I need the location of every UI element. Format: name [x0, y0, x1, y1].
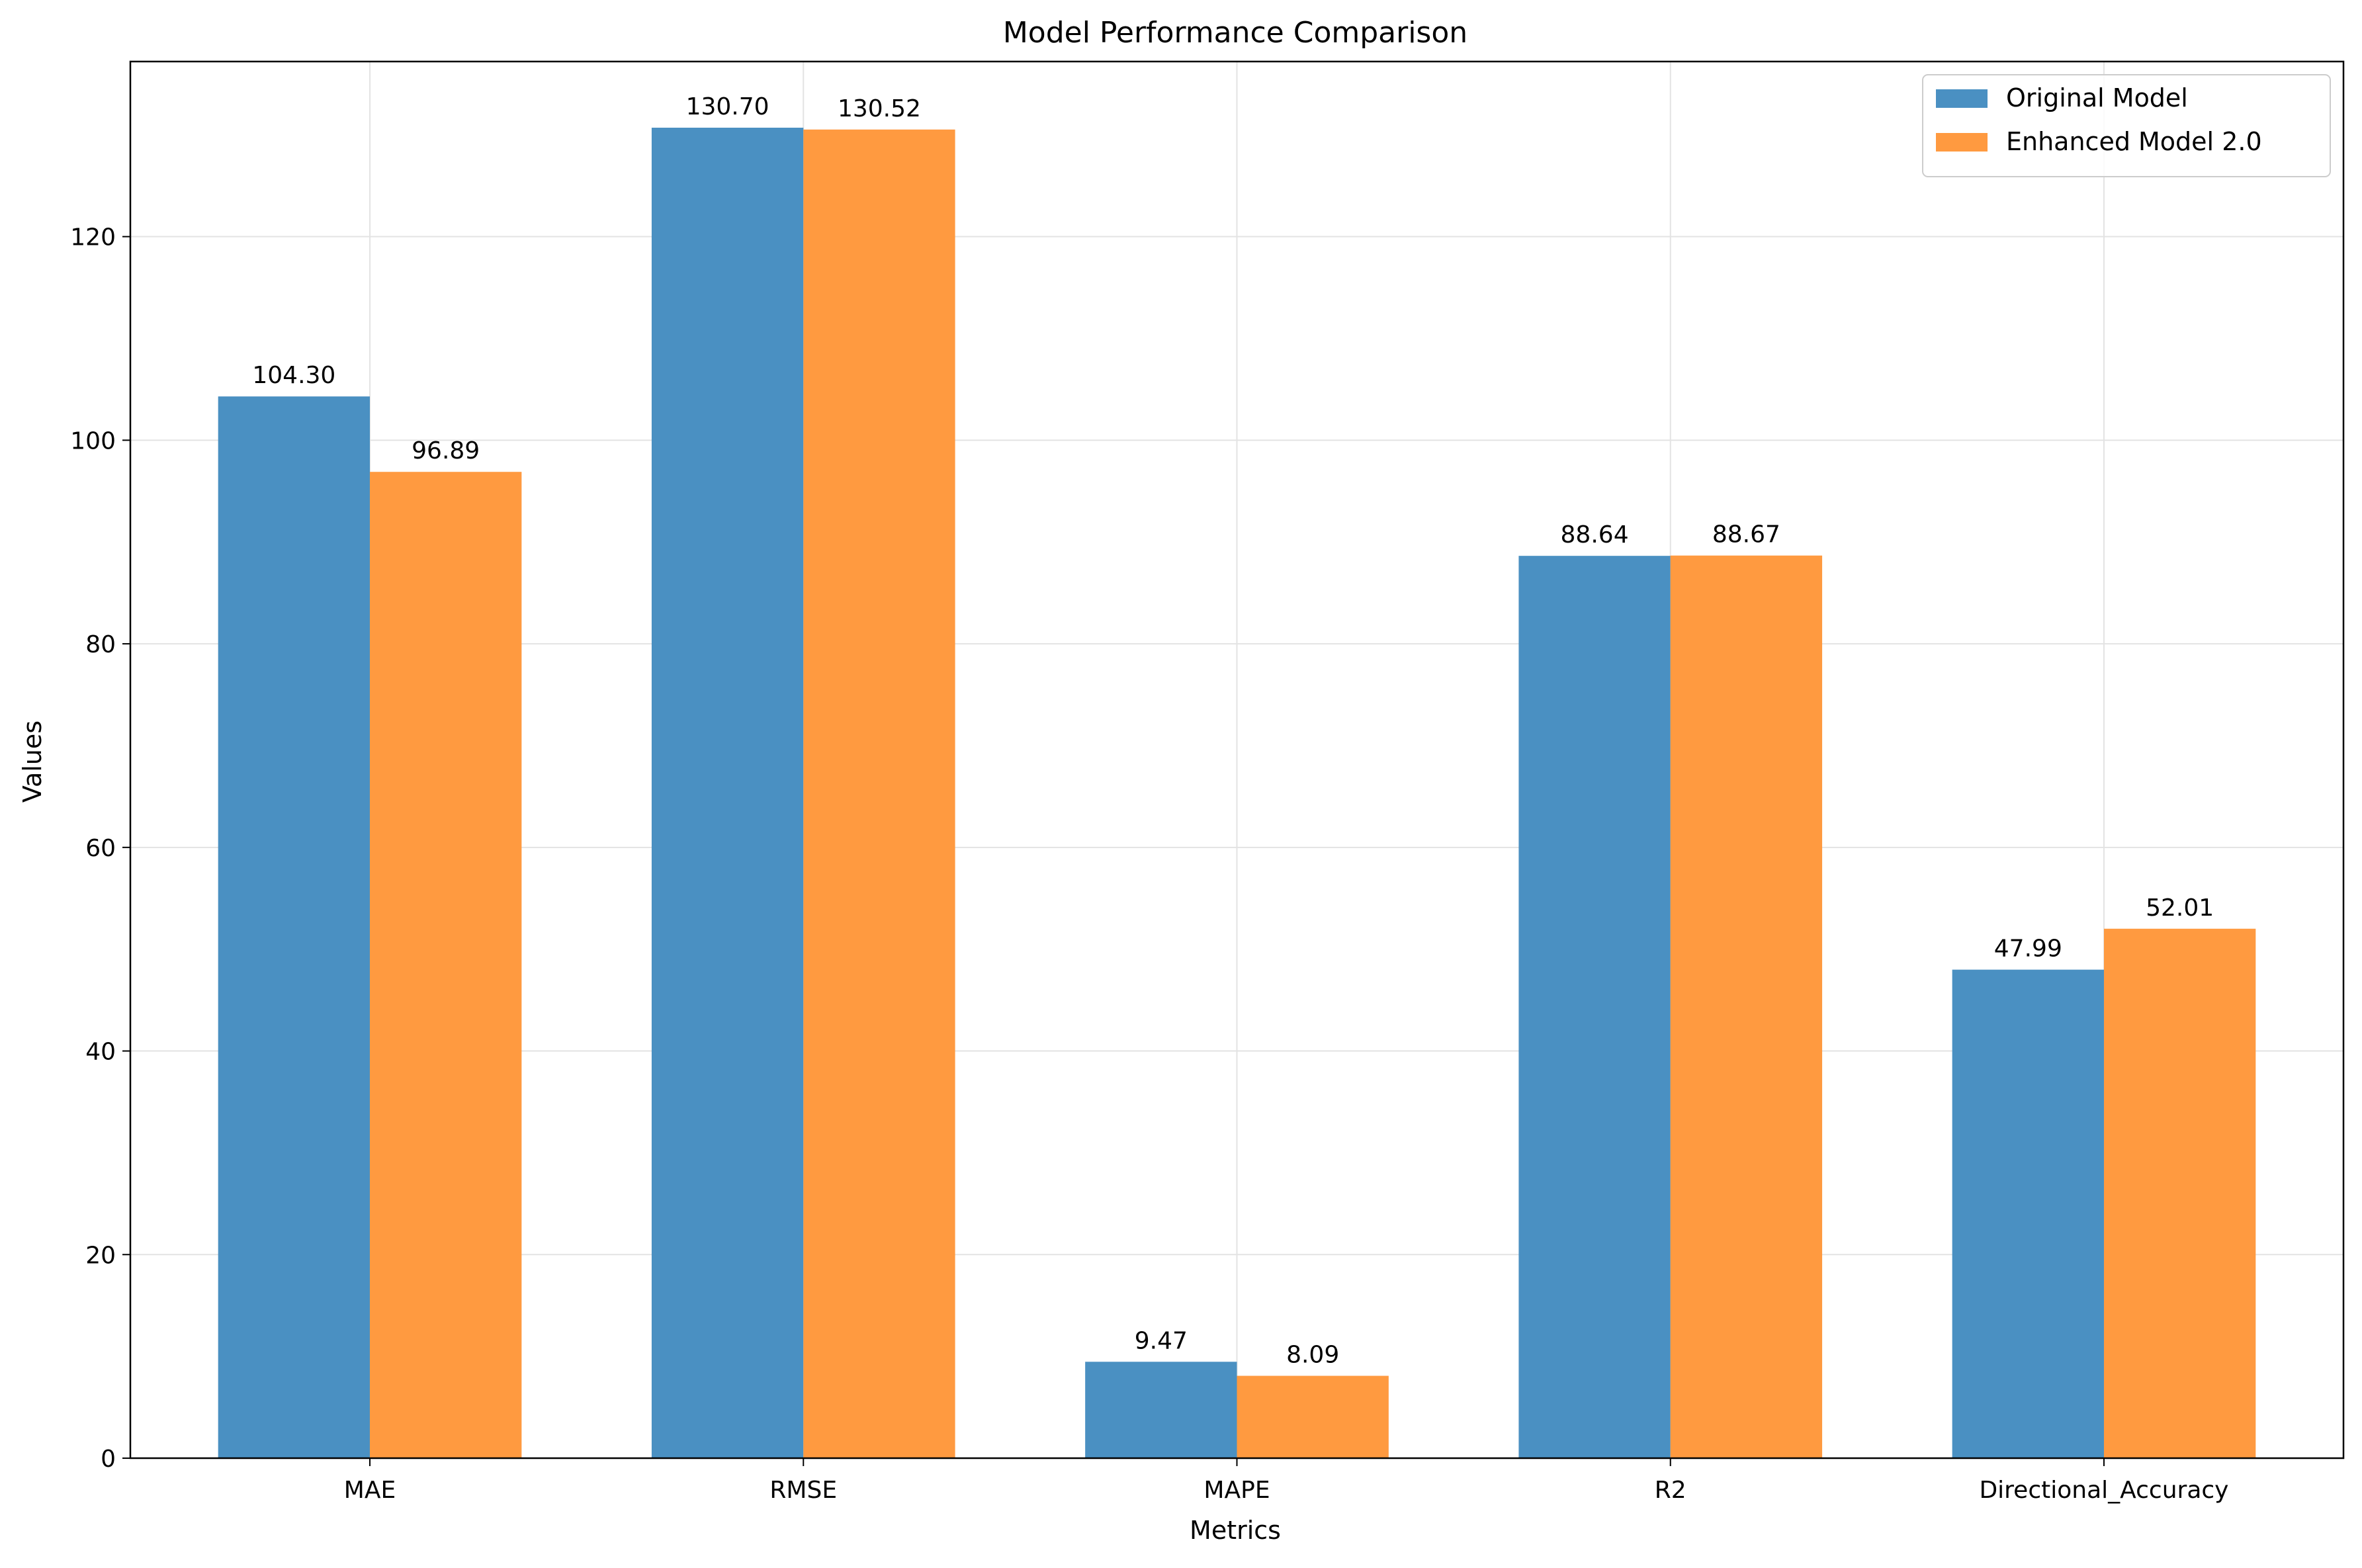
bar-original-r2 [1518, 556, 1671, 1458]
bar-value-label: 104.30 [252, 362, 335, 389]
x-tick-label: MAPE [1203, 1477, 1270, 1504]
chart-title: Model Performance Comparison [1003, 16, 1467, 50]
y-tick-label: 120 [70, 224, 116, 251]
bar-value-label: 96.89 [412, 437, 480, 464]
bar-original-mape [1085, 1362, 1237, 1458]
y-tick-label: 20 [85, 1242, 116, 1269]
plot-frame [129, 60, 2345, 1459]
bar-enhanced-mape [1237, 1375, 1389, 1458]
y-tick-label: 40 [85, 1039, 116, 1066]
x-tick-label: R2 [1655, 1477, 1686, 1504]
bar-original-directional_accuracy [1952, 969, 2104, 1458]
bar-enhanced-directional_accuracy [2103, 928, 2256, 1458]
x-axis-title: Metrics [1190, 1516, 1281, 1545]
bar-original-mae [218, 396, 371, 1458]
y-tick-label: 80 [85, 631, 116, 658]
bar-value-label: 130.70 [686, 93, 769, 120]
bar-value-label: 88.67 [1712, 521, 1780, 548]
x-tick-label: RMSE [769, 1477, 837, 1504]
bar-value-label: 88.64 [1561, 521, 1629, 548]
bar-enhanced-r2 [1670, 555, 1823, 1458]
bar-value-label: 47.99 [1994, 936, 2062, 963]
bar-value-label: 8.09 [1286, 1342, 1339, 1369]
legend-label: Original Model [2006, 83, 2188, 112]
legend-swatch [1936, 89, 1988, 108]
x-tick-label: MAE [344, 1477, 396, 1504]
bar-original-rmse [651, 128, 804, 1458]
bar-enhanced-rmse [803, 129, 955, 1458]
legend-label: Enhanced Model 2.0 [2006, 127, 2262, 156]
legend: Original Model Enhanced Model 2.0 [1922, 74, 2331, 177]
y-tick-label: 100 [70, 427, 116, 455]
bar-value-label: 130.52 [838, 95, 921, 122]
bar-value-label: 52.01 [2146, 894, 2214, 922]
bar-enhanced-mae [370, 472, 522, 1458]
y-tick-label: 60 [85, 835, 116, 862]
legend-box [1922, 74, 2331, 177]
bar-value-label: 9.47 [1135, 1327, 1188, 1354]
legend-swatch [1936, 133, 1988, 152]
y-axis-title: Values [18, 720, 47, 803]
x-tick-label: Directional_Accuracy [1979, 1477, 2228, 1504]
y-tick-label: 0 [101, 1446, 116, 1473]
